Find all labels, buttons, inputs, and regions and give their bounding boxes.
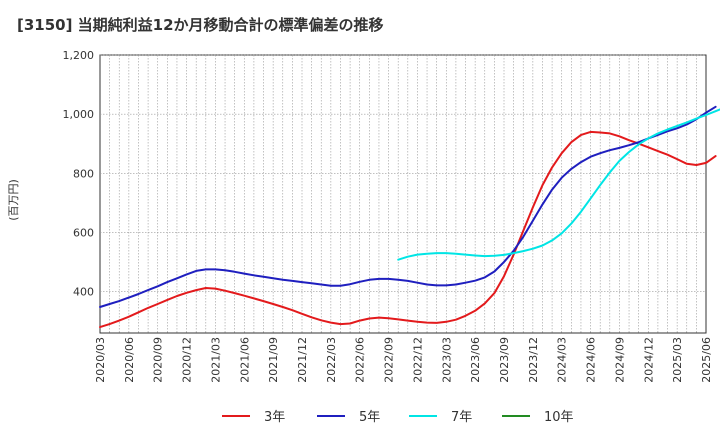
- x-tick-label: 2025/03: [671, 337, 684, 383]
- x-tick-label: 2022/12: [411, 337, 424, 383]
- x-tick-label: 2022/03: [325, 337, 338, 383]
- x-tick-label: 2021/09: [267, 337, 280, 383]
- y-tick-label: 1,000: [63, 108, 95, 121]
- y-tick-label: 600: [73, 226, 94, 239]
- y-axis-label: (百万円): [7, 179, 20, 221]
- x-tick-label: 2023/03: [440, 337, 453, 383]
- y-tick-label: 800: [73, 167, 94, 180]
- x-tick-label: 2024/12: [642, 337, 655, 383]
- legend-label-10年: 10年: [544, 410, 574, 425]
- x-tick-label: 2024/03: [556, 337, 569, 383]
- x-tick-label: 2020/06: [123, 337, 136, 383]
- x-tick-label: 2020/12: [181, 337, 194, 383]
- x-tick-label: 2025/06: [700, 337, 713, 383]
- x-tick-label: 2020/03: [94, 337, 107, 383]
- x-tick-label: 2024/06: [585, 337, 598, 383]
- y-tick-label: 1,200: [63, 49, 95, 62]
- plot-background: [99, 54, 707, 334]
- legend-label-3年: 3年: [264, 410, 285, 425]
- legend-label-5年: 5年: [359, 410, 380, 425]
- series-line-5年: [99, 105, 717, 308]
- x-tick-label: 2023/12: [527, 337, 540, 383]
- x-tick-label: 2023/06: [469, 337, 482, 383]
- x-tick-label: 2021/03: [209, 337, 222, 383]
- series-line-7年: [397, 108, 720, 261]
- grid-layer: [100, 54, 706, 333]
- legend-label-7年: 7年: [451, 410, 472, 425]
- x-tick-label: 2022/06: [354, 337, 367, 383]
- x-tick-label: 2021/06: [238, 337, 251, 383]
- x-tick-label: 2021/12: [296, 337, 309, 383]
- y-tick-label: 400: [73, 286, 94, 299]
- x-tick-label: 2023/09: [498, 337, 511, 383]
- x-tick-label: 2024/09: [613, 337, 626, 383]
- x-tick-label: 2022/09: [383, 337, 396, 383]
- x-tick-label: 2020/09: [152, 337, 165, 383]
- series-line-3年: [99, 130, 717, 329]
- series-layer: [99, 105, 720, 329]
- y-axis: 400 600 800 1,000 1,200: [63, 49, 95, 299]
- x-axis: 2020/03 2020/06 2020/09 2020/12 2021/03 2021/…: [94, 337, 713, 383]
- legend: 3年 5年 7年 10年: [222, 410, 574, 425]
- chart-title: [3150] 当期純利益12か月移動合計の標準偏差の推移: [17, 16, 384, 34]
